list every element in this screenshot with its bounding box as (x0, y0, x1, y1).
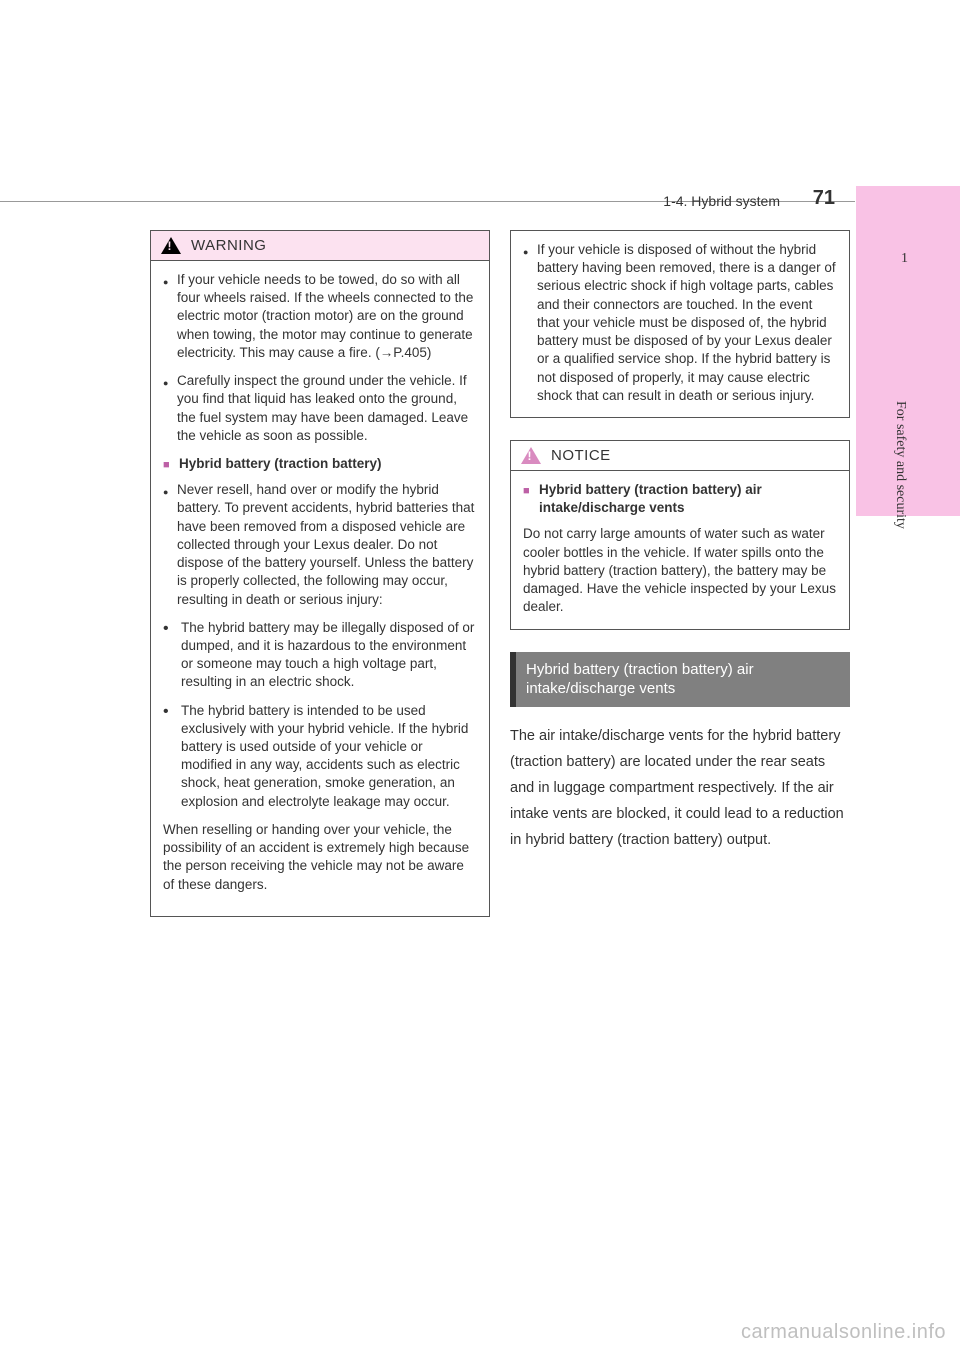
tab-chapter-number: 1 (901, 251, 908, 267)
tab-text-container: For safety and security (856, 286, 960, 516)
notice-box: NOTICE Hybrid battery (traction battery)… (510, 440, 850, 630)
chapter-tab: 1 For safety and security (856, 186, 960, 516)
warning-item: Never resell, hand over or modify the hy… (163, 481, 477, 609)
warning-subitem: The hybrid battery may be illegally disp… (163, 619, 477, 692)
watermark: carmanualsonline.info (741, 1321, 946, 1344)
warning-text: Never resell, hand over or modify the hy… (177, 481, 477, 609)
notice-paragraph: Do not carry large amounts of water such… (523, 525, 837, 616)
warning-text: If your vehicle needs to be towed, do so… (177, 271, 477, 362)
notice-subheading: Hybrid battery (traction battery) air in… (523, 481, 837, 517)
warning-text: If your vehicle is disposed of without t… (537, 241, 837, 405)
page-header: 1-4. Hybrid system 71 (0, 195, 855, 202)
bullet-icon (163, 372, 177, 445)
subheading-text: Hybrid battery (traction battery) (179, 455, 382, 473)
warning-title: WARNING (191, 237, 266, 254)
square-marker-icon (163, 455, 179, 473)
warning-item: Carefully inspect the ground under the v… (163, 372, 477, 445)
warning-paragraph: When reselling or handing over your vehi… (163, 821, 477, 894)
notice-triangle-icon (521, 447, 541, 464)
notice-title: NOTICE (551, 447, 611, 464)
square-marker-icon (523, 481, 539, 517)
subitem-text: The hybrid battery may be illegally disp… (181, 619, 477, 692)
warning-header: WARNING (151, 231, 489, 261)
header-page-number: 71 (813, 187, 835, 210)
warning-text: Carefully inspect the ground under the v… (177, 372, 477, 445)
tab-chapter-label: For safety and security (892, 401, 908, 529)
subitem-text: The hybrid battery is intended to be use… (181, 702, 477, 811)
warning-box-continued: If your vehicle is disposed of without t… (510, 230, 850, 418)
subheading-text: Hybrid battery (traction battery) air in… (539, 481, 837, 517)
bullet-icon (163, 481, 177, 609)
warning-subitem: The hybrid battery is intended to be use… (163, 702, 477, 811)
section-body: The air intake/discharge vents for the h… (510, 723, 850, 853)
bullet-icon (163, 271, 177, 362)
bullet-icon (523, 241, 537, 405)
warning-box: WARNING If your vehicle needs to be towe… (150, 230, 490, 917)
warning-body: If your vehicle needs to be towed, do so… (151, 261, 489, 916)
notice-body: Hybrid battery (traction battery) air in… (511, 471, 849, 629)
dot-icon (163, 702, 181, 811)
header-section-title: 1-4. Hybrid system (663, 193, 780, 209)
warning-body: If your vehicle is disposed of without t… (511, 231, 849, 417)
content-area: WARNING If your vehicle needs to be towe… (150, 230, 850, 917)
warning-triangle-icon (161, 237, 181, 254)
left-column: WARNING If your vehicle needs to be towe… (150, 230, 490, 917)
warning-item: If your vehicle needs to be towed, do so… (163, 271, 477, 362)
warning-item: If your vehicle is disposed of without t… (523, 241, 837, 405)
tab-upper (856, 186, 960, 286)
warning-subheading: Hybrid battery (traction battery) (163, 455, 477, 473)
dot-icon (163, 619, 181, 692)
section-heading: Hybrid battery (traction battery) air in… (510, 652, 850, 707)
right-column: If your vehicle is disposed of without t… (510, 230, 850, 917)
notice-header: NOTICE (511, 441, 849, 471)
